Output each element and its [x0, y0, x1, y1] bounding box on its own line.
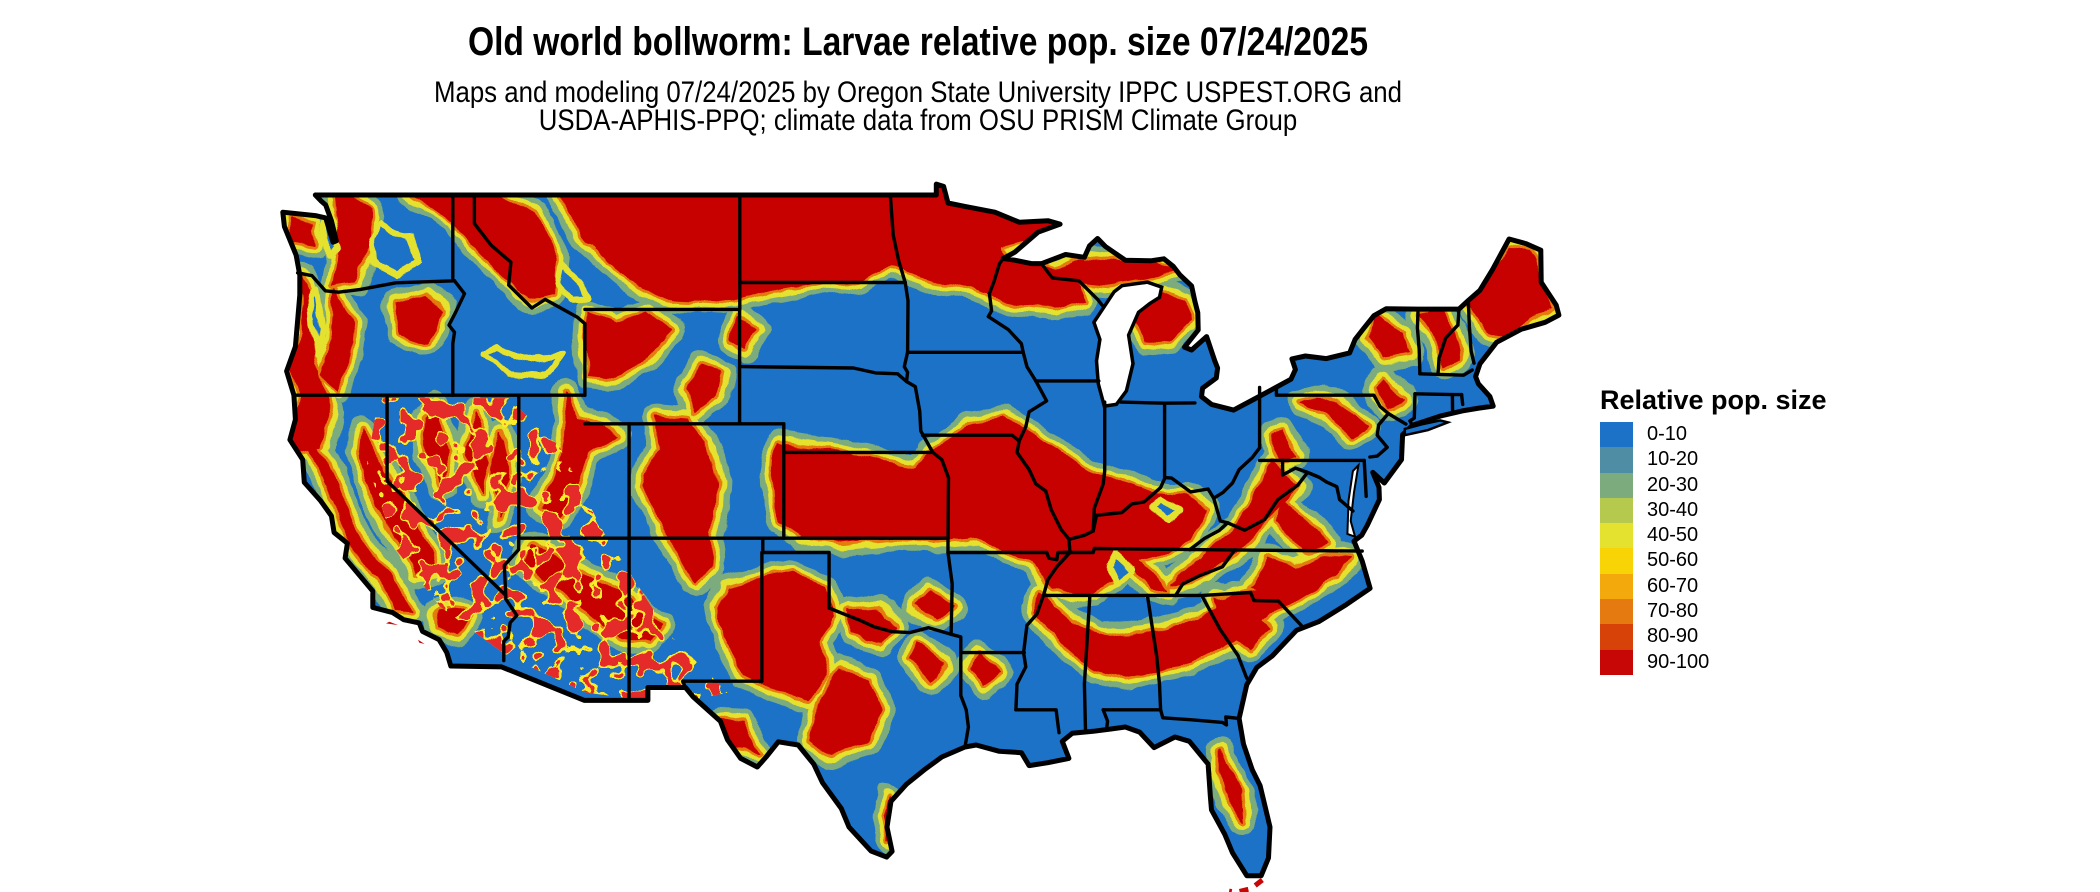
- legend-swatch: [1600, 497, 1633, 524]
- legend-item-label: 10-20: [1647, 448, 1699, 471]
- legend: Relative pop. size 0-10 10-20 20-30 30-40 40…: [1600, 384, 1827, 675]
- us-outline: [280, 181, 1562, 879]
- legend-swatch: [1600, 523, 1633, 549]
- legend-swatch: [1600, 573, 1633, 600]
- legend-item-label: 50-60: [1647, 549, 1699, 572]
- legend-item: 10-20: [1600, 447, 1827, 473]
- legend-item-label: 30-40: [1647, 498, 1699, 521]
- santa-catalina-island: [418, 639, 425, 644]
- subtitle-line-2: USDA-APHIS-PPQ; climate data from OSU PR…: [538, 104, 1298, 137]
- legend-item: 30-40: [1600, 497, 1827, 524]
- legend-item: 40-50: [1600, 523, 1827, 549]
- lake-michigan: [1091, 280, 1164, 409]
- legend-swatch: [1600, 624, 1633, 650]
- legend-item-label: 40-50: [1647, 524, 1699, 547]
- figure-subtitle: Maps and modeling 07/24/2025 by Oregon S…: [129, 76, 1708, 137]
- legend-title: Relative pop. size: [1600, 385, 1827, 415]
- long-island: [1403, 419, 1452, 437]
- legend-item: 70-80: [1600, 599, 1827, 625]
- florida-keys: [1228, 878, 1264, 892]
- legend-item: 20-30: [1600, 472, 1827, 498]
- legend-swatch: [1600, 649, 1633, 675]
- legend-item-label: 20-30: [1647, 473, 1699, 496]
- legend-swatch: [1600, 422, 1633, 448]
- legend-swatch: [1600, 548, 1633, 574]
- legend-item-label: 90-100: [1647, 650, 1710, 673]
- legend-rows: 0-10 10-20 20-30 30-40 40-50 50-60 60-70 70-80 8…: [1600, 422, 1827, 675]
- legend-item: 80-90: [1600, 624, 1827, 650]
- chesapeake-bay: [1346, 462, 1360, 539]
- legend-item: 60-70: [1600, 573, 1827, 600]
- channel-islands: [386, 621, 399, 626]
- legend-item: 90-100: [1600, 649, 1827, 675]
- state-borders: [292, 193, 1476, 749]
- figure-title: Old world bollworm: Larvae relative pop.…: [467, 20, 1369, 64]
- legend-item: 0-10: [1600, 422, 1827, 448]
- legend-item-label: 60-70: [1647, 574, 1699, 597]
- legend-swatch: [1600, 447, 1633, 473]
- legend-item: 50-60: [1600, 548, 1827, 574]
- legend-item-label: 80-90: [1647, 625, 1699, 648]
- legend-swatch: [1600, 472, 1633, 498]
- legend-swatch: [1600, 599, 1633, 625]
- legend-item-label: 0-10: [1647, 423, 1688, 445]
- legend-item-label: 70-80: [1647, 600, 1699, 623]
- subtitle-line-1: Maps and modeling 07/24/2025 by Oregon S…: [433, 76, 1403, 109]
